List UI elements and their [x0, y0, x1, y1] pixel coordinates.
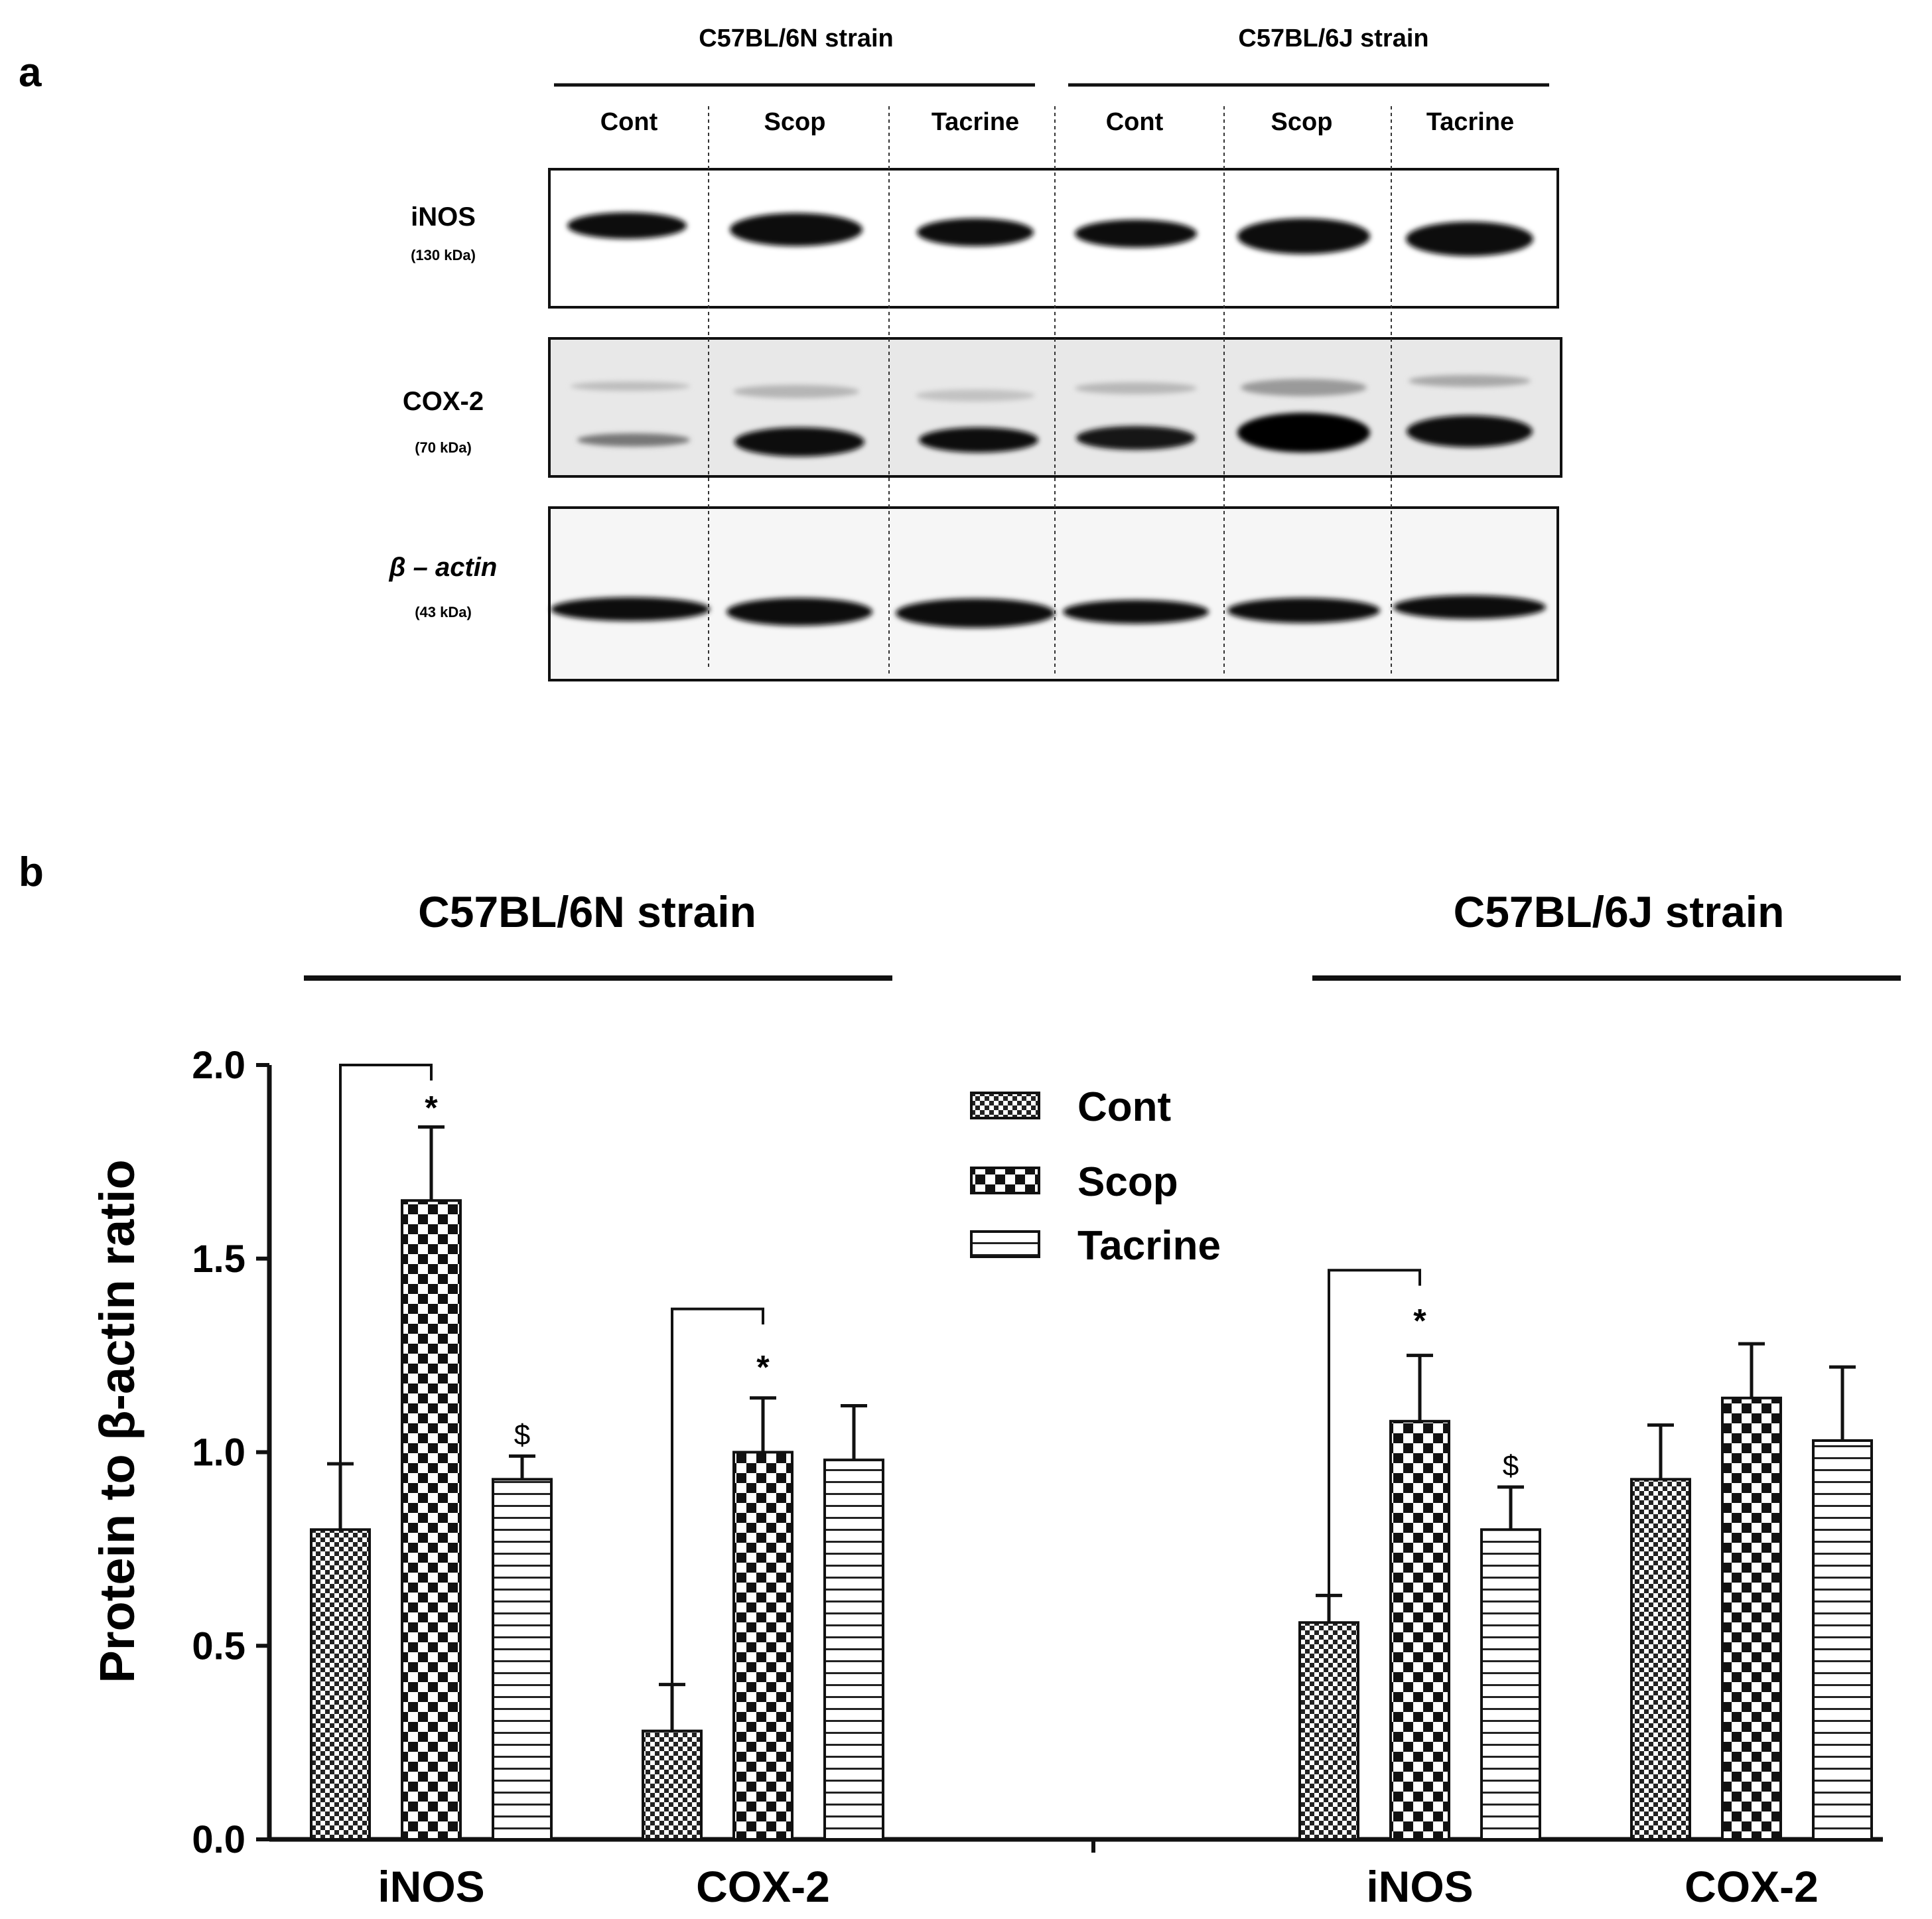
- band-cox2-1: [577, 433, 690, 447]
- band-actin-1: [551, 597, 710, 621]
- band-cox2-3: [919, 427, 1038, 453]
- x-category-label: iNOS: [1366, 1862, 1473, 1911]
- x-category-label: iNOS: [378, 1862, 484, 1911]
- band-actin-6: [1393, 595, 1546, 619]
- legend-label-cont: Cont: [1077, 1084, 1171, 1130]
- bar-cont-inos: [1298, 1621, 1359, 1841]
- x-category-label: COX-2: [1685, 1862, 1819, 1911]
- band-cox2-faint-4: [1075, 382, 1197, 394]
- blot-row-label-cox2: COX-2: [403, 387, 484, 416]
- band-inos-6: [1406, 222, 1533, 256]
- significance-star: *: [425, 1090, 438, 1127]
- band-cox2-faint-6: [1409, 375, 1531, 387]
- legend-label-tacrine: Tacrine: [1077, 1223, 1221, 1269]
- significance-star: *: [756, 1349, 770, 1386]
- blot-strain-label-2: C57BL/6J strain: [1238, 25, 1428, 52]
- y-axis: 0.0 0.5 1.0 1.5 2.0: [192, 1044, 272, 1861]
- bar-cont-inos: [310, 1528, 371, 1841]
- y-tick-label: 0.5: [192, 1624, 245, 1668]
- bar-tacrine-cox-2: [823, 1458, 884, 1841]
- bar-tacrine-inos: [492, 1478, 553, 1841]
- blot-row-kda-cox2: (70 kDa): [415, 439, 472, 456]
- band-actin-5: [1227, 598, 1380, 623]
- bar-cont-cox-2: [642, 1729, 703, 1841]
- bar-tacrine-cox-2: [1812, 1439, 1873, 1841]
- y-tick-label: 2.0: [192, 1044, 245, 1087]
- bar-scop-inos: [401, 1199, 462, 1841]
- significance-bracket: [671, 1307, 764, 1685]
- blot-row-label-inos: iNOS: [411, 202, 476, 232]
- bars: [310, 1199, 1873, 1841]
- blot-strain-label-1: C57BL/6N strain: [699, 25, 894, 52]
- significance-dollar: $: [514, 1419, 530, 1451]
- chart-strain-label-1: C57BL/6N strain: [418, 887, 756, 936]
- blot-row-label-actin: β – actin: [389, 553, 498, 582]
- significance-star: *: [1413, 1303, 1426, 1340]
- band-actin-2: [726, 598, 872, 626]
- significance-bracket: [1328, 1269, 1421, 1596]
- band-cox2-6: [1407, 415, 1533, 447]
- y-tick-label: 1.0: [192, 1431, 245, 1474]
- legend-swatch-cont: [970, 1092, 1040, 1119]
- bar-scop-cox-2: [732, 1451, 794, 1841]
- bar-tacrine-inos: [1480, 1528, 1541, 1841]
- band-inos-1: [567, 212, 687, 239]
- panel-a-letter: a: [19, 50, 42, 96]
- legend-swatch-scop: [970, 1167, 1040, 1194]
- band-cox2-4: [1076, 426, 1196, 450]
- lane-label-tacrine-1: Tacrine: [932, 108, 1019, 136]
- blot-box-actin: [548, 506, 1559, 681]
- band-cox2-faint-5: [1241, 379, 1367, 396]
- lane-label-cont-2: Cont: [1106, 108, 1164, 136]
- bar-cont-cox-2: [1630, 1478, 1691, 1841]
- band-inos-3: [917, 218, 1034, 246]
- blot-row-kda-inos: (130 kDa): [411, 247, 476, 263]
- bands-cox2: [571, 375, 1533, 457]
- error-bars: [327, 1125, 1856, 1731]
- band-cox2-5: [1237, 413, 1370, 453]
- y-tick-label: 1.5: [192, 1238, 245, 1281]
- chart-strain-label-2: C57BL/6J strain: [1454, 887, 1785, 936]
- significance-bracket: [339, 1064, 433, 1464]
- significance-dollar: $: [1503, 1450, 1519, 1482]
- bar-scop-inos: [1389, 1419, 1450, 1841]
- legend: Cont Scop Tacrine: [970, 1084, 1221, 1269]
- band-cox2-faint-3: [916, 390, 1035, 401]
- legend-label-scop: Scop: [1077, 1159, 1178, 1205]
- band-inos-2: [730, 213, 862, 246]
- band-actin-3: [896, 599, 1055, 628]
- y-tick-label: 0.0: [192, 1818, 245, 1861]
- bands-inos: [567, 212, 1533, 256]
- legend-swatch-tacrine: [970, 1230, 1040, 1258]
- x-category-label: COX-2: [696, 1862, 830, 1911]
- panel-b-letter: b: [19, 849, 44, 895]
- band-cox2-2: [734, 427, 864, 457]
- lane-label-tacrine-2: Tacrine: [1426, 108, 1514, 136]
- lane-label-cont-1: Cont: [600, 108, 658, 136]
- bar-scop-cox-2: [1721, 1396, 1782, 1841]
- y-axis-label: Protein to β-actin ratio: [90, 1159, 145, 1683]
- western-blot: C57BL/6N strain C57BL/6J strain Cont Sco…: [389, 25, 1562, 681]
- blot-box-inos: [548, 168, 1559, 309]
- band-inos-4: [1075, 220, 1197, 248]
- band-actin-4: [1063, 600, 1209, 624]
- band-inos-5: [1237, 218, 1370, 254]
- significance-brackets: * * * $ $: [339, 1064, 1519, 1685]
- bar-chart: C57BL/6N strain C57BL/6J strain Protein …: [90, 887, 1901, 1911]
- band-cox2-faint-2: [733, 385, 859, 398]
- lane-label-scop-2: Scop: [1271, 108, 1333, 136]
- bands-actin: [551, 595, 1546, 628]
- band-cox2-faint-1: [571, 382, 690, 391]
- x-axis: iNOS COX-2 iNOS COX-2: [269, 1837, 1883, 1911]
- blot-row-kda-actin: (43 kDa): [415, 604, 472, 620]
- lane-label-scop-1: Scop: [764, 108, 826, 136]
- lane-separators: [708, 106, 1392, 677]
